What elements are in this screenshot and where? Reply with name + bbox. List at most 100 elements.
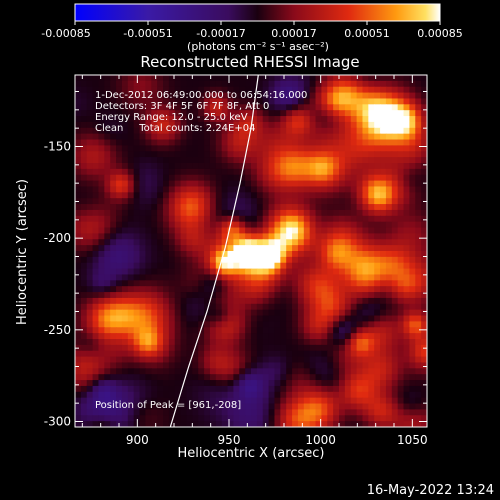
heatmap-cell [92, 98, 100, 105]
heatmap-cell [127, 209, 135, 217]
heatmap-cell [286, 215, 293, 223]
heatmap-cell [409, 385, 416, 393]
heatmap-cell [403, 75, 410, 82]
heatmap-cell [327, 245, 334, 252]
heatmap-cell [315, 315, 322, 322]
heatmap-cell [380, 239, 387, 246]
heatmap-cell [116, 92, 123, 100]
heatmap-cell [127, 151, 135, 158]
heatmap-cell [280, 174, 287, 182]
heatmap-cell [374, 268, 381, 276]
heatmap-cell [368, 374, 375, 381]
heatmap-cell [280, 374, 287, 381]
heatmap-cell [350, 215, 358, 223]
heatmap-cell [116, 209, 123, 217]
heatmap-cell [221, 163, 229, 170]
heatmap-cell [315, 368, 322, 375]
heatmap-cell [333, 327, 340, 334]
heatmap-cell [321, 227, 328, 234]
heatmap-cell [403, 80, 410, 88]
heatmap-cell [409, 180, 416, 188]
heatmap-cell [421, 256, 427, 264]
heatmap-cell [75, 145, 82, 152]
heatmap-cell [215, 368, 223, 375]
heatmap-cell [344, 403, 352, 410]
heatmap-cell [356, 104, 364, 111]
heatmap-cell [145, 116, 152, 123]
heatmap-cell [385, 180, 393, 188]
heatmap-cell [415, 233, 422, 240]
heatmap-cell [297, 380, 305, 387]
heatmap-cell [104, 221, 111, 229]
heatmap-cell [256, 145, 264, 152]
heatmap-cell [251, 292, 258, 299]
heatmap-cell [80, 116, 88, 123]
heatmap-cell [245, 163, 252, 170]
heatmap-cell [303, 368, 311, 375]
heatmap-cell [409, 333, 416, 340]
heatmap-cell [174, 421, 182, 427]
heatmap-cell [209, 227, 217, 234]
heatmap-cell [209, 274, 217, 281]
heatmap-cell [256, 327, 264, 334]
heatmap-cell [403, 292, 410, 299]
heatmap-cell [421, 86, 427, 94]
heatmap-cell [397, 274, 405, 281]
heatmap-cell [356, 209, 364, 217]
heatmap-cell [157, 163, 164, 170]
heatmap-cell [198, 139, 205, 146]
heatmap-cell [104, 409, 111, 416]
heatmap-cell [368, 75, 375, 82]
heatmap-cell [327, 157, 334, 164]
heatmap-cell [139, 209, 146, 217]
heatmap-cell [168, 403, 176, 410]
heatmap-cell [239, 157, 246, 164]
heatmap-cell [385, 385, 393, 393]
heatmap-cell [245, 374, 252, 381]
heatmap-cell [256, 204, 264, 211]
heatmap-cell [385, 292, 393, 299]
heatmap-cell [157, 209, 164, 217]
heatmap-cell [356, 421, 364, 427]
heatmap-cell [168, 157, 176, 164]
x-axis-label: Heliocentric X (arcsec) [178, 446, 325, 461]
heatmap-cell [145, 233, 152, 240]
heatmap-cell [104, 151, 111, 158]
heatmap-cell [151, 309, 158, 317]
heatmap-cell [297, 415, 305, 422]
heatmap-cell [221, 333, 229, 340]
heatmap-cell [344, 333, 352, 340]
heatmap-cell [403, 233, 410, 240]
heatmap-cell [233, 303, 240, 311]
heatmap-cell [409, 133, 416, 141]
heatmap-cell [397, 104, 405, 111]
heatmap-cell [339, 75, 346, 82]
heatmap-cell [233, 362, 240, 369]
heatmap-cell [139, 139, 146, 146]
heatmap-cell [380, 292, 387, 299]
heatmap-cell [192, 186, 199, 193]
heatmap-cell [121, 297, 129, 305]
heatmap-cell [356, 227, 364, 234]
heatmap-cell [116, 163, 123, 170]
heatmap-cell [391, 280, 399, 287]
heatmap-cell [297, 315, 305, 322]
heatmap-cell [245, 104, 252, 111]
heatmap-cell [227, 127, 234, 135]
heatmap-cell [75, 339, 82, 346]
heatmap-cell [233, 204, 240, 211]
heatmap-cell [251, 303, 258, 311]
heatmap-cell [233, 186, 240, 193]
heatmap-cell [227, 339, 234, 346]
heatmap-cell [151, 127, 158, 135]
heatmap-cell [256, 245, 264, 252]
heatmap-cell [209, 368, 217, 375]
heatmap-cell [403, 327, 410, 334]
heatmap-cell [286, 245, 293, 252]
heatmap-cell [75, 292, 82, 299]
heatmap-cell [397, 92, 405, 100]
heatmap-cell [174, 116, 182, 123]
heatmap-cell [333, 180, 340, 188]
heatmap-cell [157, 239, 164, 246]
heatmap-cell [221, 421, 229, 427]
